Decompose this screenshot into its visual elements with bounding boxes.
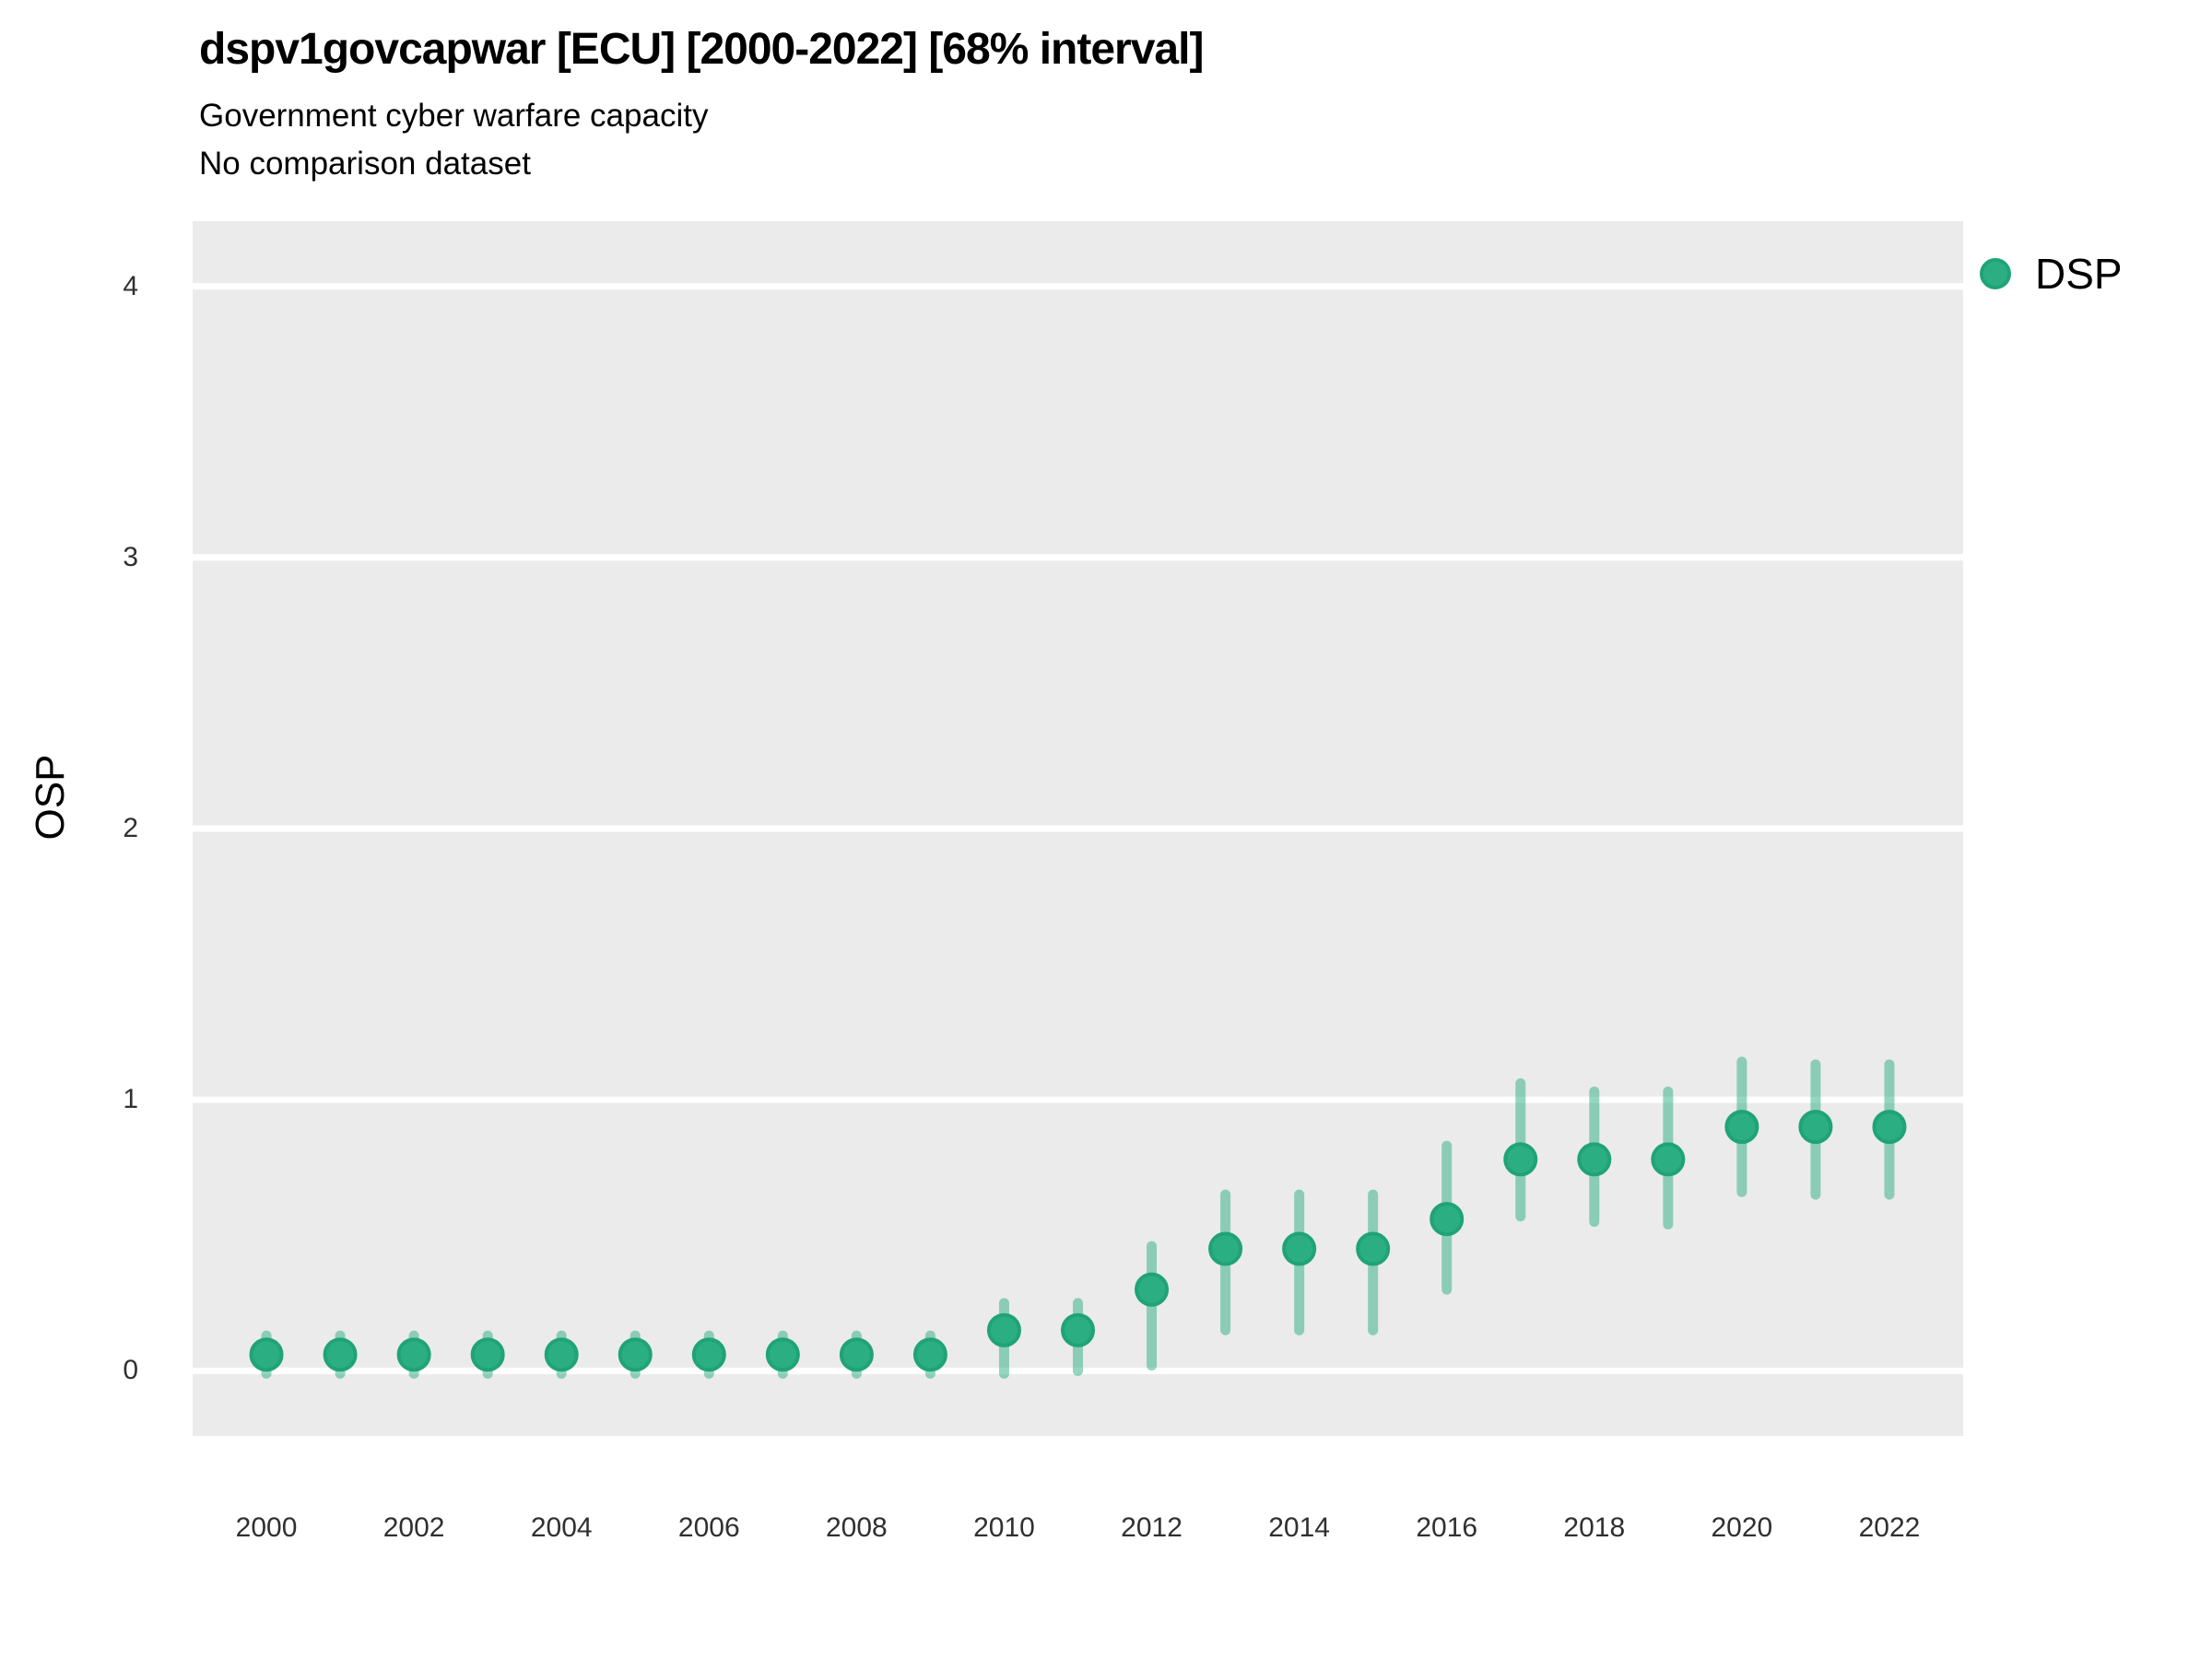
data-point-2001 xyxy=(323,1337,358,1372)
chart-note: No comparison dataset xyxy=(199,146,531,182)
data-point-2018 xyxy=(1577,1142,1612,1177)
data-point-2007 xyxy=(765,1337,800,1372)
x-tick-label-2012: 2012 xyxy=(1121,1512,1182,1543)
data-point-2008 xyxy=(839,1337,874,1372)
x-tick-label-2018: 2018 xyxy=(1563,1512,1626,1543)
x-tick-label-2020: 2020 xyxy=(1711,1512,1773,1543)
plot-svg xyxy=(193,221,1963,1436)
data-point-2022 xyxy=(1872,1110,1907,1145)
data-point-2021 xyxy=(1798,1110,1833,1145)
data-point-2016 xyxy=(1430,1202,1465,1237)
y-tick-label-1: 1 xyxy=(123,1084,138,1115)
data-point-2010 xyxy=(986,1312,1021,1347)
x-tick-label-2006: 2006 xyxy=(677,1512,740,1543)
legend-label: DSP xyxy=(2035,250,2123,298)
chart-subtitle: Government cyber warfare capacity xyxy=(199,98,709,134)
data-point-2013 xyxy=(1208,1231,1243,1266)
x-tick-label-2002: 2002 xyxy=(382,1512,445,1543)
y-tick-label-4: 4 xyxy=(123,270,138,301)
x-tick-label-2010: 2010 xyxy=(973,1512,1035,1543)
data-point-2015 xyxy=(1356,1231,1391,1266)
x-tick-label-2022: 2022 xyxy=(1858,1512,1921,1543)
y-tick-label-0: 0 xyxy=(123,1355,138,1386)
data-point-2011 xyxy=(1061,1312,1095,1347)
y-tick-label-3: 3 xyxy=(123,541,138,572)
data-point-2002 xyxy=(396,1337,431,1372)
data-point-2019 xyxy=(1651,1142,1686,1177)
chart-title: dspv1govcapwar [ECU] [2000-2022] [68% in… xyxy=(199,25,1204,74)
data-point-2004 xyxy=(544,1337,579,1372)
data-point-2017 xyxy=(1503,1142,1538,1177)
data-point-2003 xyxy=(470,1337,505,1372)
x-tick-label-2016: 2016 xyxy=(1416,1512,1478,1543)
data-point-2006 xyxy=(691,1337,726,1372)
x-tick-label-2014: 2014 xyxy=(1268,1512,1330,1543)
data-point-2012 xyxy=(1135,1272,1170,1307)
data-point-2000 xyxy=(249,1337,284,1372)
y-tick-label-2: 2 xyxy=(123,813,138,843)
x-tick-label-2008: 2008 xyxy=(826,1512,888,1543)
data-point-2009 xyxy=(912,1337,947,1372)
data-point-2020 xyxy=(1724,1110,1759,1145)
x-tick-label-2000: 2000 xyxy=(235,1512,298,1543)
x-tick-label-2004: 2004 xyxy=(530,1512,593,1543)
data-point-2014 xyxy=(1282,1231,1317,1266)
plot-panel xyxy=(193,221,1963,1436)
data-point-2005 xyxy=(618,1337,653,1372)
legend-dot-icon xyxy=(1980,258,2011,289)
legend: DSP xyxy=(1980,249,2123,299)
